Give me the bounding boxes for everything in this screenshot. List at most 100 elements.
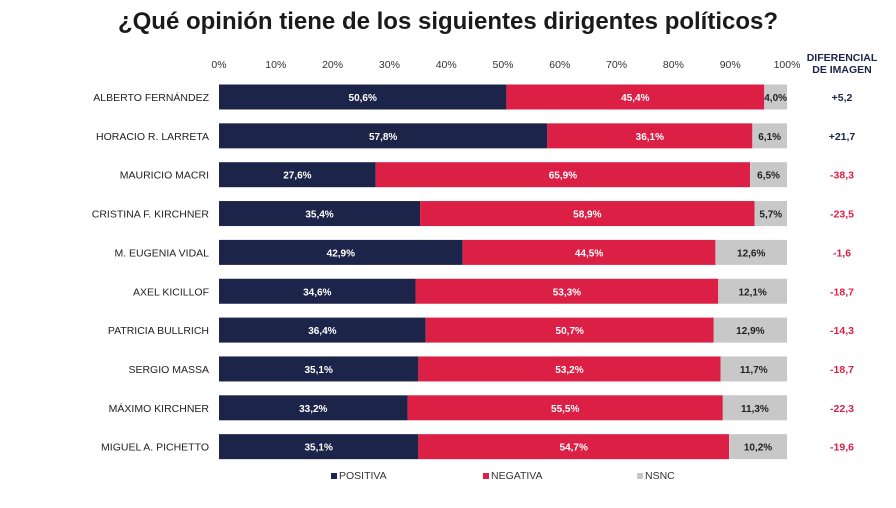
bar-segment-positiva (219, 201, 421, 227)
differential-value: +21,7 (829, 131, 856, 143)
data-label: 6,1% (758, 132, 781, 143)
data-label: 12,1% (738, 287, 766, 298)
differential-value: -14,3 (830, 325, 854, 337)
data-label: 36,4% (308, 326, 336, 337)
x-tick-label: 90% (720, 59, 741, 71)
differential-value: -19,6 (830, 442, 854, 454)
data-label: 53,2% (555, 365, 583, 376)
differential-value: -18,7 (830, 364, 854, 376)
bar-segment-nsnc (764, 84, 787, 110)
bar-segment-negativa (418, 434, 730, 460)
category-label: M. EUGENIA VIDAL (114, 247, 209, 259)
x-tick-label: 100% (774, 59, 801, 71)
data-label: 55,5% (551, 404, 579, 415)
bar-segment-negativa (506, 84, 765, 110)
x-tick-label: 20% (322, 59, 343, 71)
differential-value: -38,3 (830, 170, 854, 182)
x-tick-label: 70% (606, 59, 627, 71)
legend-swatch-negativa (483, 473, 489, 479)
differential-header-line-2: DE IMAGEN (812, 64, 872, 76)
bar-segment-negativa (415, 278, 719, 304)
data-label: 10,2% (744, 443, 772, 454)
legend-swatch-nsnc (637, 473, 643, 479)
legend-label: NSNC (645, 470, 675, 482)
data-label: 57,8% (369, 132, 397, 143)
data-label: 58,9% (573, 210, 601, 221)
category-label: HORACIO R. LARRETA (96, 131, 209, 143)
data-label: 36,1% (636, 132, 664, 143)
data-label: 27,6% (283, 171, 311, 182)
data-label: 35,1% (305, 443, 333, 454)
category-label: MIGUEL A. PICHETTO (101, 442, 209, 454)
bar-segment-nsnc (754, 201, 787, 227)
differential-header-line-1: DIFERENCIAL (806, 52, 878, 64)
bar-segment-positiva (219, 239, 463, 265)
data-label: 5,7% (759, 210, 782, 221)
data-label: 34,6% (303, 287, 331, 298)
data-label: 33,2% (299, 404, 327, 415)
differential-value: -22,3 (830, 403, 854, 415)
data-label: 50,7% (556, 326, 584, 337)
category-label: ALBERTO FERNÁNDEZ (93, 91, 209, 104)
category-label: MÁXIMO KIRCHNER (109, 402, 210, 415)
legend-label: NEGATIVA (491, 470, 543, 482)
differential-value: -1,6 (833, 247, 851, 259)
bar-segment-positiva (219, 162, 376, 188)
category-label: CRISTINA F. KIRCHNER (92, 209, 210, 221)
data-label: 11,7% (740, 365, 768, 376)
bar-segment-negativa (547, 123, 753, 149)
bar-segment-positiva (219, 395, 408, 421)
data-label: 11,3% (741, 404, 769, 415)
bar-segment-negativa (375, 162, 751, 188)
category-label: SERGIO MASSA (128, 364, 209, 376)
differential-header: DIFERENCIAL DE IMAGEN (800, 52, 884, 76)
x-tick-label: 0% (211, 59, 226, 71)
bar-segment-positiva (219, 356, 419, 382)
bar-segment-negativa (418, 356, 721, 382)
data-label: 65,9% (549, 171, 577, 182)
data-label: 35,1% (305, 365, 333, 376)
differential-value: +5,2 (832, 92, 853, 104)
data-label: 42,9% (327, 248, 355, 259)
bar-segment-negativa (407, 395, 723, 421)
x-tick-label: 50% (492, 59, 513, 71)
data-label: 12,6% (737, 248, 765, 259)
x-tick-label: 40% (436, 59, 457, 71)
bar-segment-positiva (219, 434, 419, 460)
category-label: MAURICIO MACRI (120, 170, 209, 182)
bar-segment-nsnc (720, 356, 787, 382)
legend-label: POSITIVA (339, 470, 387, 482)
data-label: 53,3% (553, 287, 581, 298)
data-label: 44,5% (575, 248, 603, 259)
bar-segment-negativa (462, 239, 716, 265)
x-tick-label: 60% (549, 59, 570, 71)
bar-segment-nsnc (729, 434, 787, 460)
x-tick-label: 10% (265, 59, 286, 71)
data-label: 35,4% (305, 210, 333, 221)
bar-segment-positiva (219, 84, 507, 110)
x-tick-label: 80% (663, 59, 684, 71)
bar-segment-nsnc (722, 395, 787, 421)
bar-segment-positiva (219, 123, 548, 149)
data-label: 54,7% (560, 443, 588, 454)
bar-segment-negativa (425, 317, 714, 343)
bar-segment-negativa (420, 201, 755, 227)
bar-segment-nsnc (752, 123, 787, 149)
bar-segment-nsnc (715, 239, 787, 265)
bar-segment-nsnc (718, 278, 787, 304)
bar-segment-nsnc (750, 162, 787, 188)
differential-value: -23,5 (830, 209, 854, 221)
data-label: 4,0% (764, 93, 787, 104)
category-label: PATRICIA BULLRICH (108, 325, 209, 337)
data-label: 45,4% (621, 93, 649, 104)
chart-title: ¿Qué opinión tiene de los siguientes dir… (117, 8, 779, 35)
bar-segment-nsnc (713, 317, 787, 343)
category-label: AXEL KICILLOF (133, 286, 209, 298)
x-tick-label: 30% (379, 59, 400, 71)
data-label: 12,9% (736, 326, 764, 337)
legend-swatch-positiva (331, 473, 337, 479)
data-label: 6,5% (757, 171, 780, 182)
differential-value: -18,7 (830, 286, 854, 298)
data-label: 50,6% (349, 93, 377, 104)
